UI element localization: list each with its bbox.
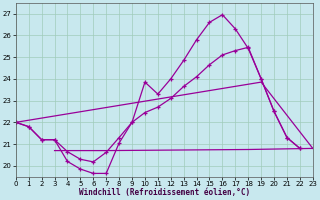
X-axis label: Windchill (Refroidissement éolien,°C): Windchill (Refroidissement éolien,°C)	[79, 188, 250, 197]
